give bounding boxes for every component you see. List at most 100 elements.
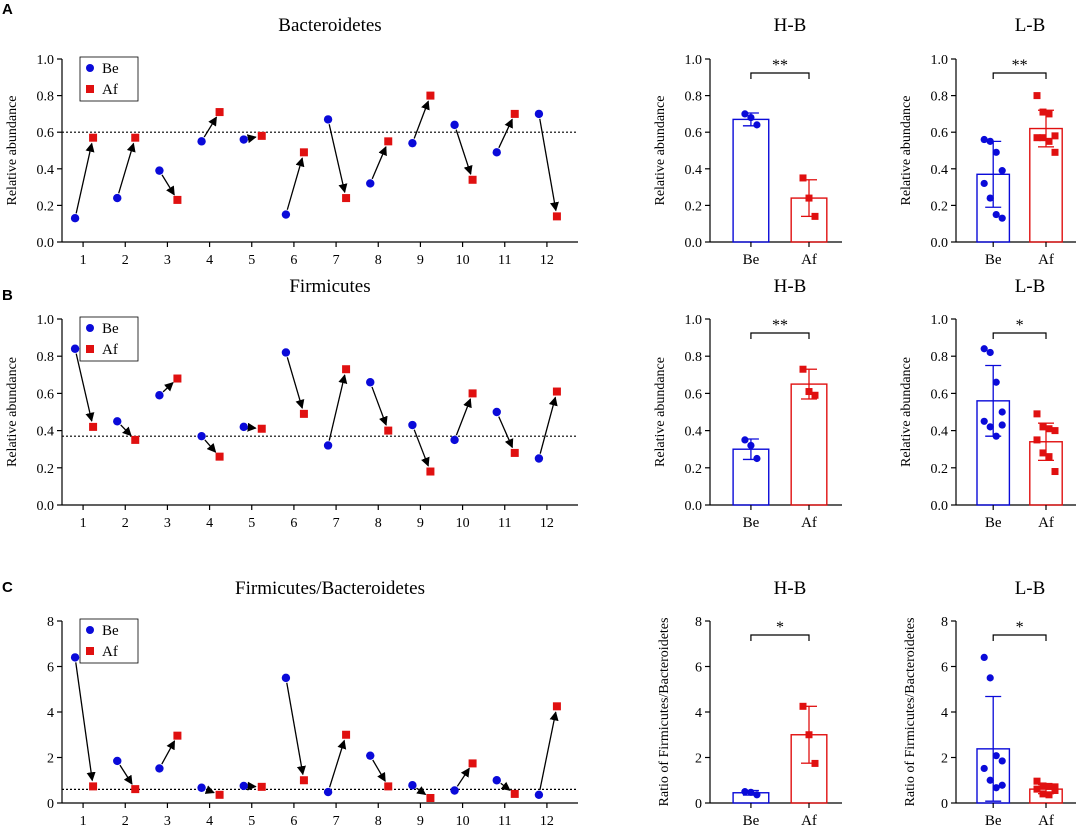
c-paired-x-tick-label: 7 [333, 814, 340, 829]
b-paired-x-tick-label: 2 [122, 516, 129, 531]
b-paired-be-point [281, 348, 291, 357]
b-paired-af-point [552, 387, 561, 396]
a-lb-y-tick-label: 0.6 [931, 126, 949, 141]
a-paired-y-tick-label: 0.6 [37, 126, 55, 141]
a-lb-be-point [998, 214, 1006, 222]
c-hb-be-point [741, 788, 749, 796]
b-paired-y-tick-label: 1.0 [37, 313, 55, 328]
b-paired-af-point [510, 448, 519, 457]
b-lb-be-point [992, 378, 1000, 386]
c-paired-change-arrow [75, 662, 96, 782]
c-paired-change-arrow [456, 767, 470, 787]
a-hb-x-tick-label-af: Af [801, 252, 817, 268]
b-paired-x-tick-label: 11 [498, 516, 511, 531]
c-paired-x-tick-label: 12 [540, 814, 554, 829]
a-hb-be-point [747, 113, 755, 122]
a-hb-y-tick-label: 0.4 [685, 163, 703, 178]
b-paired-y-tick-label: 0.4 [37, 425, 55, 440]
c-paired-af-point [468, 759, 477, 768]
charts-layer: Bacteroidetes 0.0 0.2 0.4 0.6 0.8 1.0 Relative … [5, 15, 1076, 829]
a-paired-change-arrow [286, 157, 305, 210]
c-lb-af-point [1039, 790, 1047, 798]
b-lb-af-point [1045, 453, 1053, 461]
b-paired-y-tick-label: 0.0 [37, 499, 55, 514]
b-paired-x-tick-label: 8 [375, 516, 382, 531]
a-lb-af-point [1033, 134, 1041, 142]
b-lb-be-point [998, 421, 1006, 429]
a-paired-x-tick-label: 3 [164, 253, 171, 268]
a-paired-change-arrow [328, 124, 348, 194]
c-lb-significance-bracket [992, 634, 1047, 641]
b-lb-y-tick-label: 0.2 [931, 462, 949, 477]
a-paired-be-point [281, 210, 291, 219]
a-lb-be-point [986, 137, 994, 145]
c-paired-af-point [510, 789, 519, 798]
a-paired-be-point [408, 138, 417, 148]
b-paired-be-point [113, 417, 122, 426]
a-hb-y-tick-label: 0.0 [685, 236, 703, 251]
a-paired-be-point [534, 109, 544, 119]
b-paired-y-label: Relative abundance [5, 357, 20, 467]
c-paired-legend-be-marker [86, 626, 94, 634]
c-hb-be-point [753, 791, 761, 799]
a-paired-legend-af-marker [86, 85, 94, 93]
a-lb-x-tick-label-be: Be [985, 252, 1002, 268]
c-lb-af-point [1051, 786, 1059, 794]
b-paired-be-point [197, 431, 206, 441]
a-paired-af-point [342, 194, 351, 203]
a-paired-title: Bacteroidetes [278, 15, 381, 36]
b-paired-af-point [131, 435, 140, 444]
b-paired-x-tick-label: 12 [540, 516, 554, 531]
c-paired-change-arrow [286, 682, 306, 776]
c-paired-af-point [131, 785, 140, 794]
c-paired-y-tick-label: 8 [47, 615, 54, 630]
c-paired-be-point [197, 783, 206, 792]
a-lb-af-point [1051, 148, 1059, 156]
c-lb-significance-label: * [1016, 619, 1024, 636]
c-hb-significance-bracket [750, 634, 810, 641]
c-paired-y-tick-label: 2 [47, 752, 54, 767]
a-paired-af-point [510, 109, 519, 118]
c-hb-y-tick-label: 4 [695, 706, 702, 721]
a-paired-be-point [113, 193, 122, 203]
a-lb-y-tick-label: 0.2 [931, 199, 949, 214]
a-paired-x-tick-label: 12 [540, 253, 554, 268]
a-lb-be-point [986, 194, 994, 202]
a-hb-significance-label: ** [772, 57, 788, 74]
c-lb-x-tick-label-af: Af [1038, 813, 1054, 829]
a-hb-title: H-B [774, 15, 807, 36]
c-paired-change-arrow [372, 759, 386, 783]
a-paired-y-tick-label: 0.4 [37, 163, 55, 178]
c-lb-be-point [992, 784, 1000, 792]
b-paired-change-arrow [204, 439, 217, 453]
b-paired-af-point [468, 389, 477, 398]
b-paired-af-point [342, 365, 351, 374]
b-lb-be-point [992, 432, 1000, 440]
a-paired-af-point [131, 133, 140, 142]
b-lb-be-point [980, 417, 988, 425]
c-paired-x-tick-label: 1 [80, 814, 87, 829]
c-lb-af-point [1033, 777, 1041, 785]
c-paired-x-tick-label: 2 [122, 814, 129, 829]
a-lb-be-point [980, 135, 988, 144]
b-hb-y-tick-label: 0.6 [685, 387, 703, 402]
c-paired-be-point [366, 751, 375, 760]
c-hb-title: H-B [774, 578, 807, 599]
a-paired-be-point [70, 214, 80, 223]
c-paired-title: Firmicutes/Bacteroidetes [235, 578, 425, 599]
c-lb-be-point [986, 674, 994, 682]
a-lb-af-point [1045, 110, 1053, 118]
c-lb-x-tick-label-be: Be [985, 813, 1002, 829]
a-paired-change-arrow [371, 146, 387, 180]
c-paired-x-tick-label: 10 [456, 814, 470, 829]
b-paired-y-tick-label: 0.6 [37, 387, 55, 402]
a-hb-y-label: Relative abundance [653, 95, 668, 205]
c-hb-x-tick-label-af: Af [801, 813, 817, 829]
c-hb-af-point [805, 731, 813, 739]
c-lb-be-point [986, 776, 994, 784]
c-lb-af-point [1045, 791, 1053, 799]
a-lb-y-tick-label: 1.0 [931, 53, 949, 68]
c-paired-change-arrow [328, 739, 347, 788]
c-paired-be-point [408, 781, 417, 790]
a-paired-x-tick-label: 7 [333, 253, 340, 268]
